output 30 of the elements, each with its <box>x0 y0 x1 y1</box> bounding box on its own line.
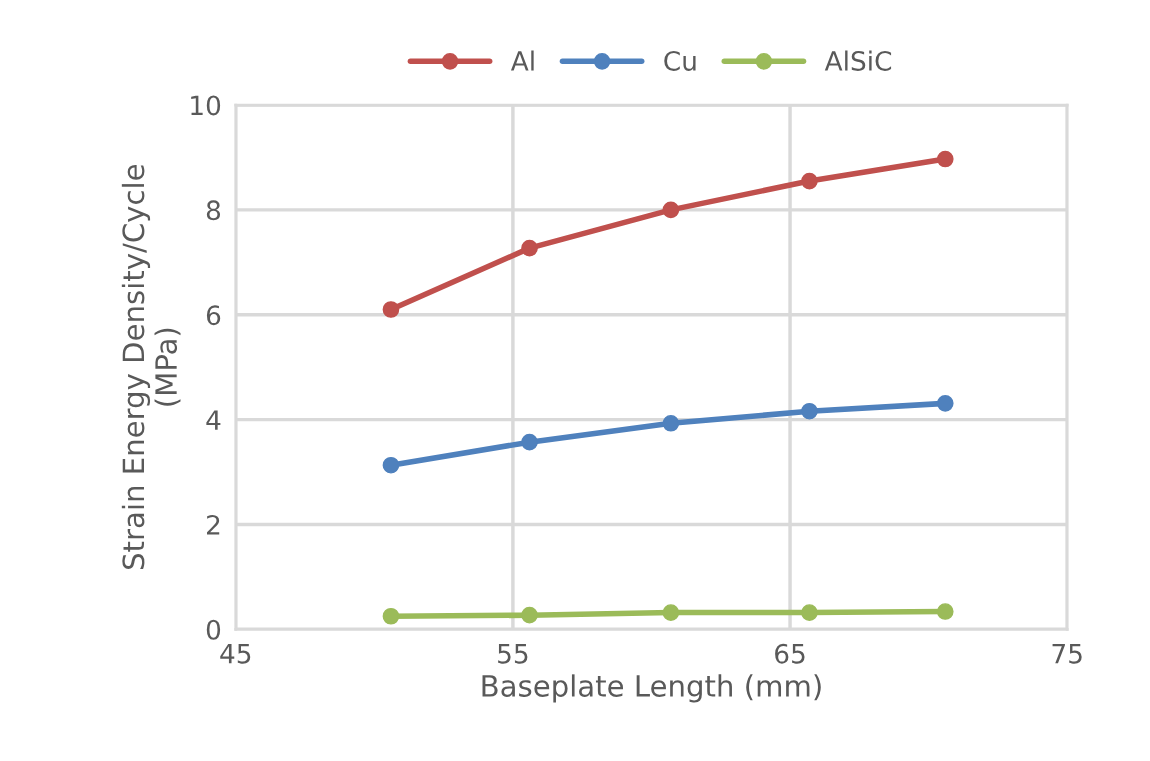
y-tick-label: 6 <box>206 305 221 326</box>
point <box>936 395 954 412</box>
legend-label: Al <box>510 50 534 71</box>
x-tick-label: 45 <box>220 644 251 664</box>
x-tick-label: 55 <box>498 644 528 664</box>
legend-label: AlSiC <box>824 50 892 71</box>
point <box>521 433 538 451</box>
point <box>662 201 680 219</box>
y-tick-label: 8 <box>206 200 221 221</box>
y-tick-label: 4 <box>206 410 221 430</box>
x-axis-title: Baseplate Length (mm) <box>482 674 821 703</box>
point <box>382 456 400 474</box>
legend-label: Cu <box>664 50 696 71</box>
y-tick-label: 2 <box>207 514 220 535</box>
point <box>662 414 680 432</box>
y-tick-label: 0 <box>206 619 221 640</box>
point <box>662 604 680 621</box>
y-tick-label: 10 <box>191 95 221 116</box>
point <box>801 172 818 190</box>
point <box>382 607 400 625</box>
y-axis-title: Strain Energy Density/Cycle (MPa) <box>121 165 181 569</box>
point <box>382 301 400 318</box>
point <box>801 604 818 621</box>
point <box>936 150 954 168</box>
x-tick-label: 75 <box>1052 644 1082 664</box>
point <box>521 239 538 257</box>
x-tick-label: 65 <box>775 643 805 664</box>
point <box>521 606 538 624</box>
point <box>936 603 954 620</box>
point <box>801 402 818 420</box>
